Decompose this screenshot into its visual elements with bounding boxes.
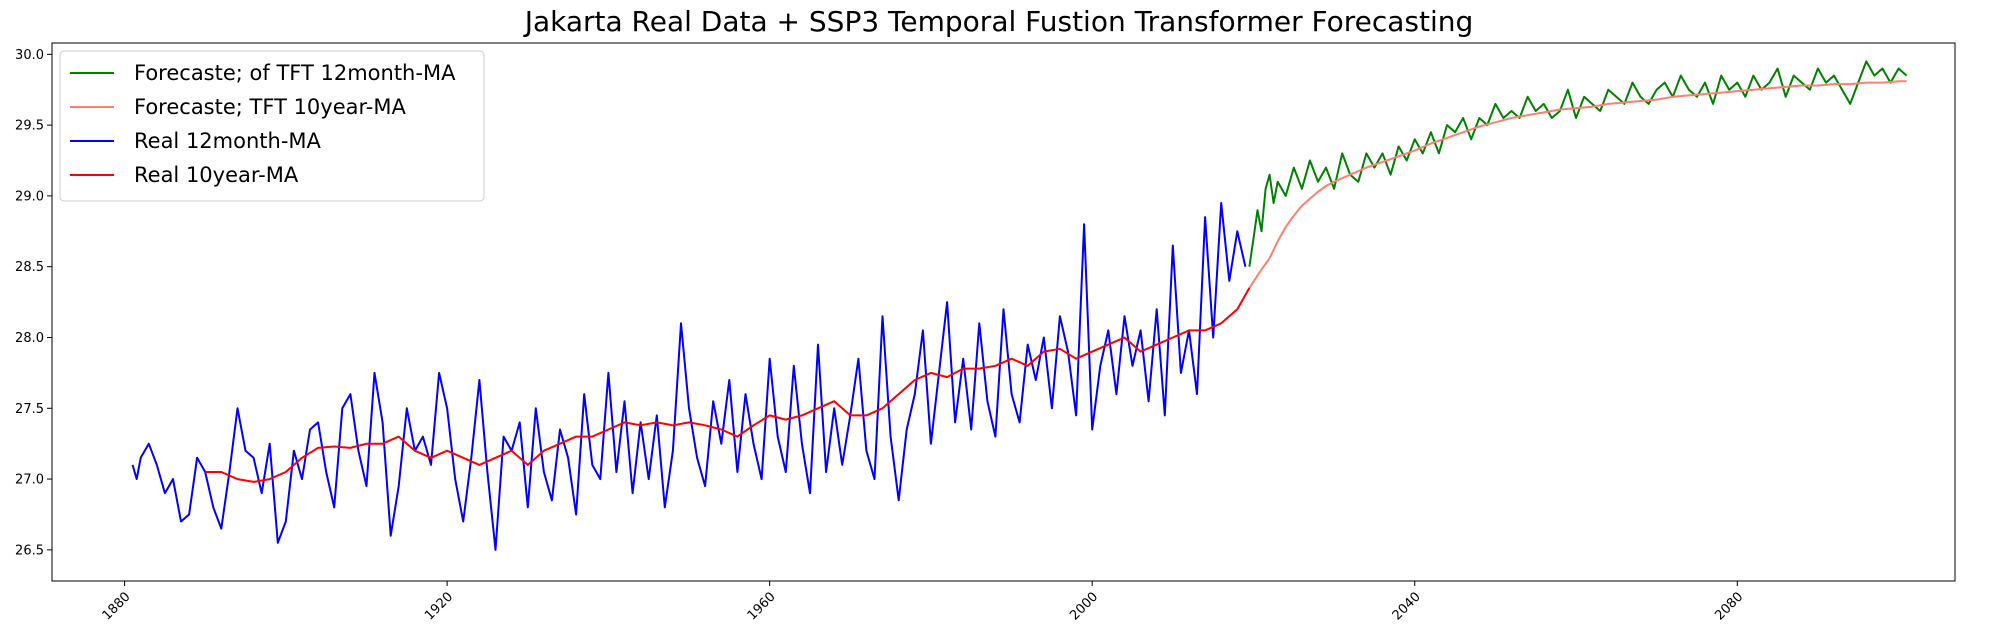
plot-frame [51,42,1956,582]
series-line-3 [205,287,1251,483]
x-axis: 1880 1920 1960 2000 2040 2080 [100,581,1746,623]
legend-box [59,50,485,202]
y-tick-label: 29.0 [15,189,44,204]
y-tick-label: 30.0 [15,48,44,63]
plot-area [131,60,1908,551]
y-tick-label: 26.5 [15,543,44,558]
series-line-1 [1248,80,1907,289]
legend-label: Real 10year-MA [134,163,299,187]
legend-label: Real 12month-MA [134,129,322,153]
series-line-2 [131,202,1247,551]
y-tick-label: 29.5 [15,119,44,134]
y-tick-label: 28.0 [15,331,44,346]
series-line-0 [1248,60,1908,267]
y-tick-label: 27.0 [15,473,44,488]
y-tick-label: 27.5 [15,402,44,417]
legend-label: Forecaste; TFT 10year-MA [134,95,406,119]
x-tick-label: 2040 [1390,589,1424,623]
x-tick-label: 2080 [1712,589,1746,623]
x-tick-label: 1880 [100,589,134,623]
x-tick-label: 1920 [422,589,456,623]
x-tick-label: 1960 [745,589,779,623]
chart-title: Jakarta Real Data + SSP3 Temporal Fustio… [523,5,1474,38]
y-tick-label: 28.5 [15,260,44,275]
y-axis: 26.5 27.0 27.5 28.0 28.5 29.0 29.5 30.0 [15,48,52,558]
x-tick-label: 2000 [1067,589,1101,623]
legend: Forecaste; of TFT 12month-MA Forecaste; T… [59,50,485,202]
legend-label: Forecaste; of TFT 12month-MA [134,61,456,85]
